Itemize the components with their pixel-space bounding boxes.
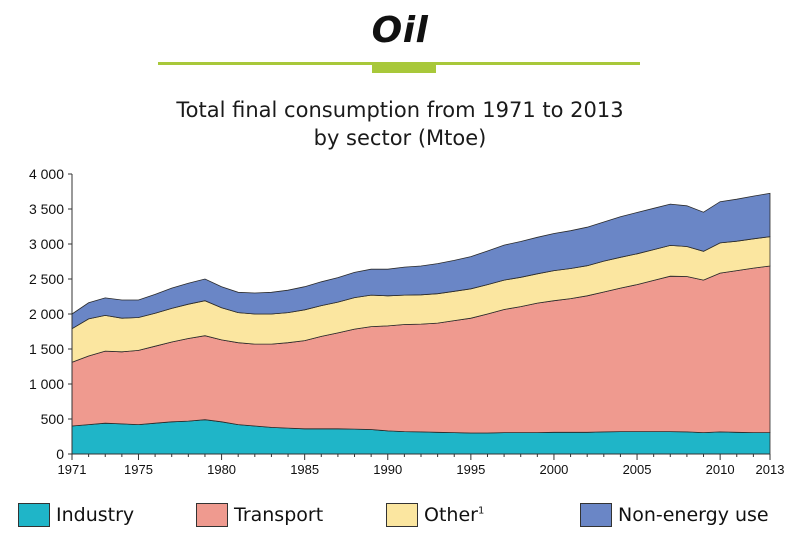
y-tick-label: 2 000 xyxy=(29,306,64,322)
x-tick-label: 1971 xyxy=(58,462,87,477)
y-tick-label: 4 000 xyxy=(29,166,64,182)
y-tick-label: 1 500 xyxy=(29,341,64,357)
legend-item-transport: Transport xyxy=(196,500,323,530)
x-tick-label: 2010 xyxy=(706,462,735,477)
chart-title: Total final consumption from 1971 to 201… xyxy=(0,96,800,152)
chart-title-line1: Total final consumption from 1971 to 201… xyxy=(176,98,624,122)
x-tick-label: 2013 xyxy=(756,462,785,477)
legend-label-other-text: Other xyxy=(424,504,478,526)
legend-item-other: Other1 xyxy=(386,500,484,530)
x-tick-label: 1990 xyxy=(373,462,402,477)
area-non-energy-use xyxy=(71,192,771,330)
y-tick-label: 1 000 xyxy=(29,376,64,392)
x-tick-label: 2000 xyxy=(539,462,568,477)
legend-swatch-non-energy-use xyxy=(580,503,612,527)
legend-label-other-footnote: 1 xyxy=(477,505,485,517)
legend-label-industry: Industry xyxy=(56,504,135,526)
legend-swatch-transport xyxy=(196,503,228,527)
legend-label-other: Other1 xyxy=(424,504,484,526)
page-title: Oil xyxy=(371,10,429,51)
y-tick-label: 500 xyxy=(41,411,65,427)
x-tick-label: 1995 xyxy=(456,462,485,477)
title-rule-tab xyxy=(372,63,436,73)
y-tick-label: 2 500 xyxy=(29,271,64,287)
y-tick-label: 3 500 xyxy=(29,201,64,217)
stacked-area-chart: 0 500 1 000 1 500 2 000 2 500 3 000 3 500 4 000 1… xyxy=(29,166,785,477)
legend-label-transport: Transport xyxy=(234,504,324,526)
x-tick-label: 1975 xyxy=(124,462,153,477)
legend-swatch-industry xyxy=(18,503,50,527)
x-tick-label: 1980 xyxy=(207,462,236,477)
y-tick-label: 3 000 xyxy=(29,236,64,252)
legend-item-non-energy-use: Non-energy use xyxy=(580,500,769,530)
legend-label-non-energy-use: Non-energy use xyxy=(618,504,769,526)
legend-item-industry: Industry xyxy=(18,500,134,530)
x-tick-label: 2005 xyxy=(623,462,652,477)
legend: Industry Transport Other1 Non-energy use xyxy=(0,500,800,540)
x-tick-label: 1985 xyxy=(290,462,319,477)
legend-swatch-other xyxy=(386,503,418,527)
y-tick-label: 0 xyxy=(56,446,64,462)
chart-title-line2: by sector (Mtoe) xyxy=(313,126,487,150)
